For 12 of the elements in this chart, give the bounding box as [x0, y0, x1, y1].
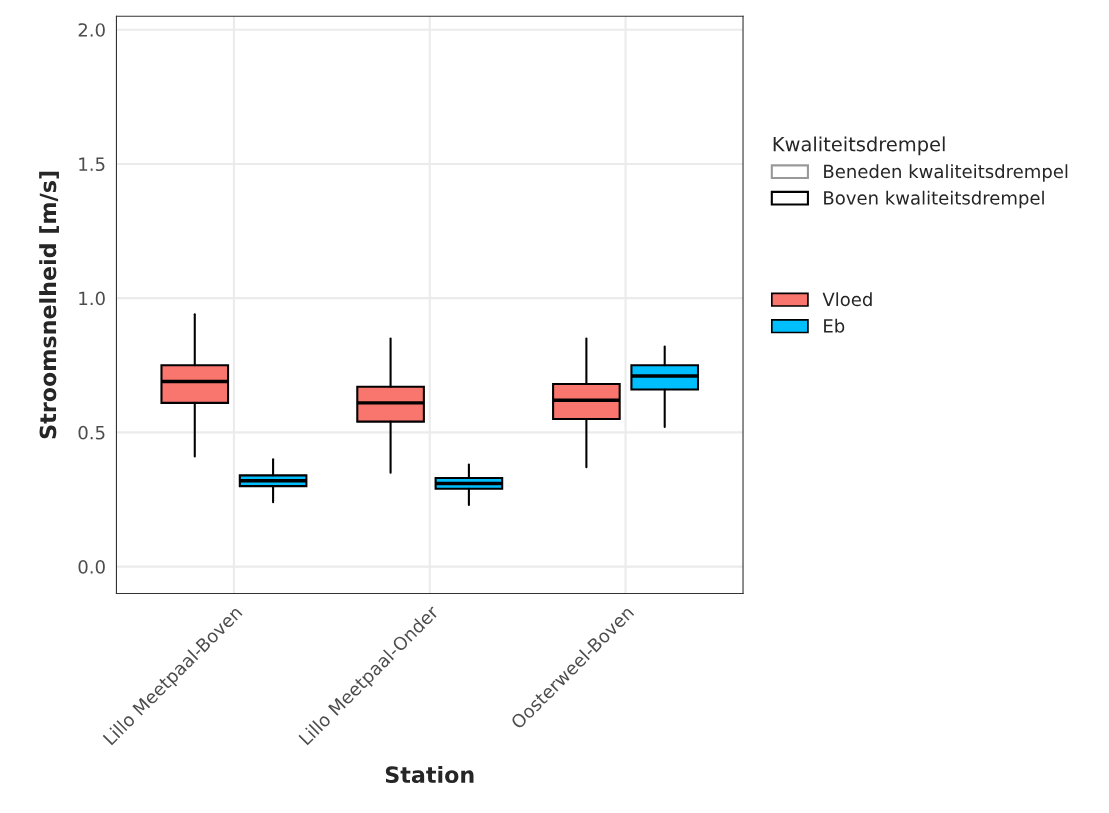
- y-tick-label: 0.0: [78, 560, 105, 574]
- y-tick-label: 1.0: [79, 291, 105, 306]
- y-axis-title: Stroomsnelheid [m/s]: [39, 171, 59, 439]
- legend-label: Eb: [824, 318, 845, 333]
- y-tick-label: 0.5: [78, 425, 105, 440]
- legend-label: Beneden kwaliteitsdrempel: [824, 164, 1068, 182]
- x-axis-title: Station: [385, 765, 474, 784]
- y-tick-label: 2.0: [78, 23, 105, 37]
- y-tick-label: 1.5: [79, 157, 105, 172]
- legend-label: Boven kwaliteitsdrempel: [824, 190, 1044, 209]
- legend-title: Kwaliteitsdrempel: [773, 136, 945, 156]
- legend-label: Vloed: [822, 292, 872, 307]
